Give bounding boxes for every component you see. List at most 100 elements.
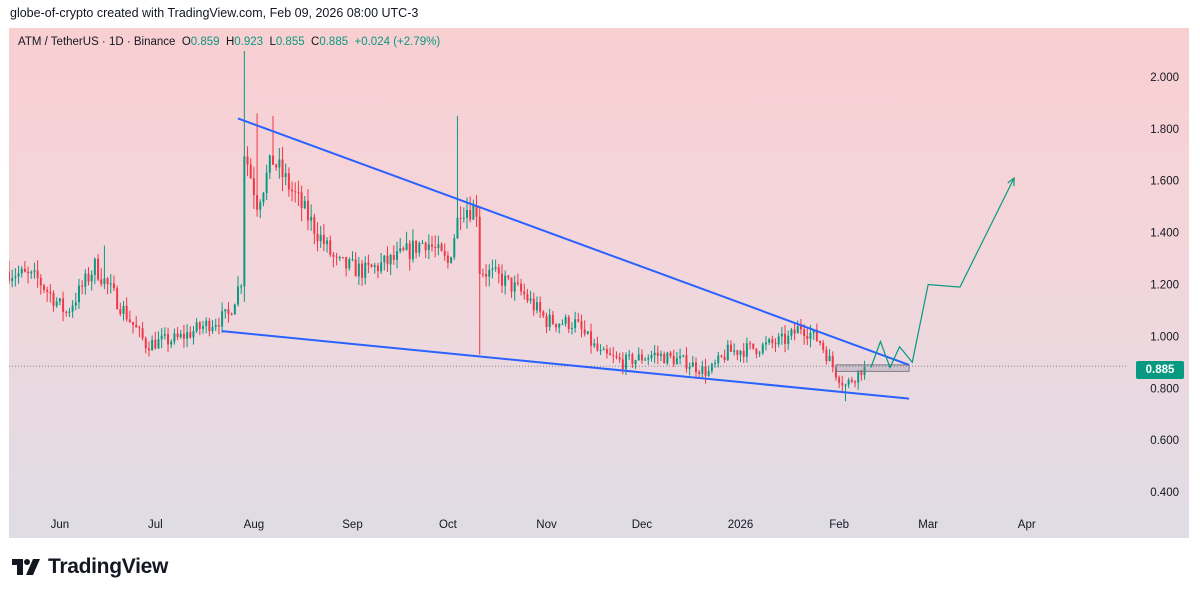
candle-body xyxy=(803,329,806,337)
candle-body xyxy=(202,326,204,329)
price-chart[interactable]: 2.000 1.800 1.600 1.400 1.200 1.000 0.800 0.600… xyxy=(9,28,1189,538)
candle-body xyxy=(440,244,443,251)
candle-body xyxy=(443,250,446,256)
trendline-upper xyxy=(237,117,910,366)
candle-body xyxy=(217,325,220,327)
candle-body xyxy=(637,354,640,361)
candle-body xyxy=(421,242,424,244)
candle-body xyxy=(192,331,195,338)
candle-body xyxy=(669,352,672,357)
candle-body xyxy=(386,255,389,265)
candle-body xyxy=(469,209,472,220)
candle-body xyxy=(415,240,418,253)
candle-body xyxy=(539,302,542,312)
x-tick-label: Jun xyxy=(51,519,70,531)
candle-body xyxy=(265,172,268,193)
candle-body xyxy=(605,349,608,354)
candle-body xyxy=(822,342,825,350)
candle-body xyxy=(345,257,348,269)
candle-body xyxy=(46,289,49,292)
candle-body xyxy=(259,202,262,210)
symbol-legend: ATM / TetherUS · 1D · Binance O0.859 H0.… xyxy=(18,36,440,48)
x-tick-label: Oct xyxy=(439,519,458,531)
candle-body xyxy=(154,339,157,349)
candle-body xyxy=(653,352,656,356)
candle-body xyxy=(583,329,586,334)
chart-area[interactable]: 2.000 1.800 1.600 1.400 1.200 1.000 0.800 0.600… xyxy=(9,28,1189,538)
candle-body xyxy=(138,327,141,329)
candle-body xyxy=(329,240,332,255)
candle-body xyxy=(84,273,87,287)
candle-body xyxy=(857,370,860,383)
high-value: 0.923 xyxy=(234,36,264,48)
candle-body xyxy=(831,355,834,368)
y-tick-label: 1.000 xyxy=(1150,331,1179,343)
candle-body xyxy=(494,267,497,269)
tradingview-brand: TradingView xyxy=(48,555,169,578)
candle-body xyxy=(809,333,812,339)
candle-body xyxy=(602,349,605,351)
candle-body xyxy=(135,324,138,328)
candle-body xyxy=(39,277,42,286)
candle-body xyxy=(625,354,628,369)
candle-body xyxy=(854,381,857,383)
candle-body xyxy=(281,159,284,178)
candle-body xyxy=(316,233,319,242)
candle-body xyxy=(497,267,500,274)
candle-body xyxy=(335,256,338,258)
candle-body xyxy=(561,323,564,325)
candle-body xyxy=(351,259,354,261)
candle-body xyxy=(167,334,170,345)
tradingview-logo[interactable]: TradingView xyxy=(12,555,168,579)
candle-body xyxy=(742,350,745,357)
candle-body xyxy=(141,328,144,339)
candle-body xyxy=(844,384,847,386)
candle-body xyxy=(297,192,300,194)
candle-body xyxy=(580,321,583,330)
candle-body xyxy=(160,335,163,340)
candle-body xyxy=(173,333,176,342)
candle-body xyxy=(691,362,694,367)
candle-body xyxy=(799,326,802,330)
candle-body xyxy=(179,333,182,338)
candle-body xyxy=(787,335,790,344)
candle-body xyxy=(268,155,271,173)
candle-body xyxy=(790,329,793,336)
candle-body xyxy=(567,316,570,330)
candle-body xyxy=(847,379,850,385)
candle-body xyxy=(65,311,68,313)
high-label: H xyxy=(225,36,235,48)
y-tick-label: 0.800 xyxy=(1150,383,1179,395)
candle-body xyxy=(596,343,599,351)
symbol-name: ATM / TetherUS · 1D · Binance xyxy=(18,36,176,48)
candle-body xyxy=(510,277,513,292)
candle-body xyxy=(819,341,822,343)
candle-body xyxy=(599,350,602,352)
candle-body xyxy=(733,350,736,352)
candle-body xyxy=(615,356,618,358)
candle-body xyxy=(411,240,414,260)
candle-body xyxy=(364,262,367,278)
candle-body xyxy=(122,305,125,314)
candle-body xyxy=(631,354,634,365)
y-tick-label: 2.000 xyxy=(1150,72,1179,84)
candle-body xyxy=(284,173,287,178)
candle-body xyxy=(373,265,376,267)
candle-body xyxy=(106,278,109,285)
candle-body xyxy=(720,355,723,357)
candle-body xyxy=(593,343,596,346)
candle-body xyxy=(176,333,179,338)
candle-body xyxy=(389,255,392,265)
candle-body xyxy=(488,269,491,277)
y-tick-label: 1.800 xyxy=(1150,124,1179,136)
candle-body xyxy=(695,362,697,373)
candle-body xyxy=(30,271,33,274)
candle-body xyxy=(612,355,615,357)
candle-body xyxy=(456,217,459,239)
candle-body xyxy=(182,333,185,339)
candle-body xyxy=(644,359,647,361)
low-value: 0.855 xyxy=(275,36,305,48)
candle-body xyxy=(399,248,402,252)
change-value: +0.024 (+2.79%) xyxy=(354,36,441,48)
candle-body xyxy=(71,305,74,312)
